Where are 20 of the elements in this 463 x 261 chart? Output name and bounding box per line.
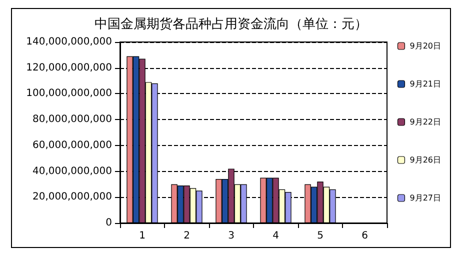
chart-title: 中国金属期货各品种占用资金流向（单位：元） — [94, 16, 368, 32]
x-tick-label: 4 — [272, 230, 279, 242]
y-tick-label: 120,000,000,000 — [26, 62, 112, 74]
y-tick-label: 20,000,000,000 — [32, 192, 112, 203]
y-tick-label: 60,000,000,000 — [32, 140, 112, 151]
x-tick-label: 3 — [228, 230, 234, 242]
legend-label: 9月21日 — [410, 80, 442, 88]
y-tick-label: 80,000,000,000 — [32, 114, 112, 126]
y-tick-label: 40,000,000,000 — [32, 166, 112, 177]
y-tick-label: 0 — [106, 218, 112, 228]
legend-label: 9月27日 — [410, 194, 442, 202]
y-tick-label: 100,000,000,000 — [26, 88, 112, 100]
x-tick-label: 1 — [139, 230, 146, 242]
x-tick-label: 6 — [362, 230, 368, 242]
x-tick-label: 2 — [184, 230, 190, 242]
y-tick-label: 140,000,000,000 — [26, 36, 112, 48]
legend-label: 9月22日 — [410, 118, 442, 126]
x-tick-label: 5 — [317, 230, 324, 242]
legend-label: 9月20日 — [410, 42, 442, 50]
legend-label: 9月26日 — [410, 156, 442, 164]
